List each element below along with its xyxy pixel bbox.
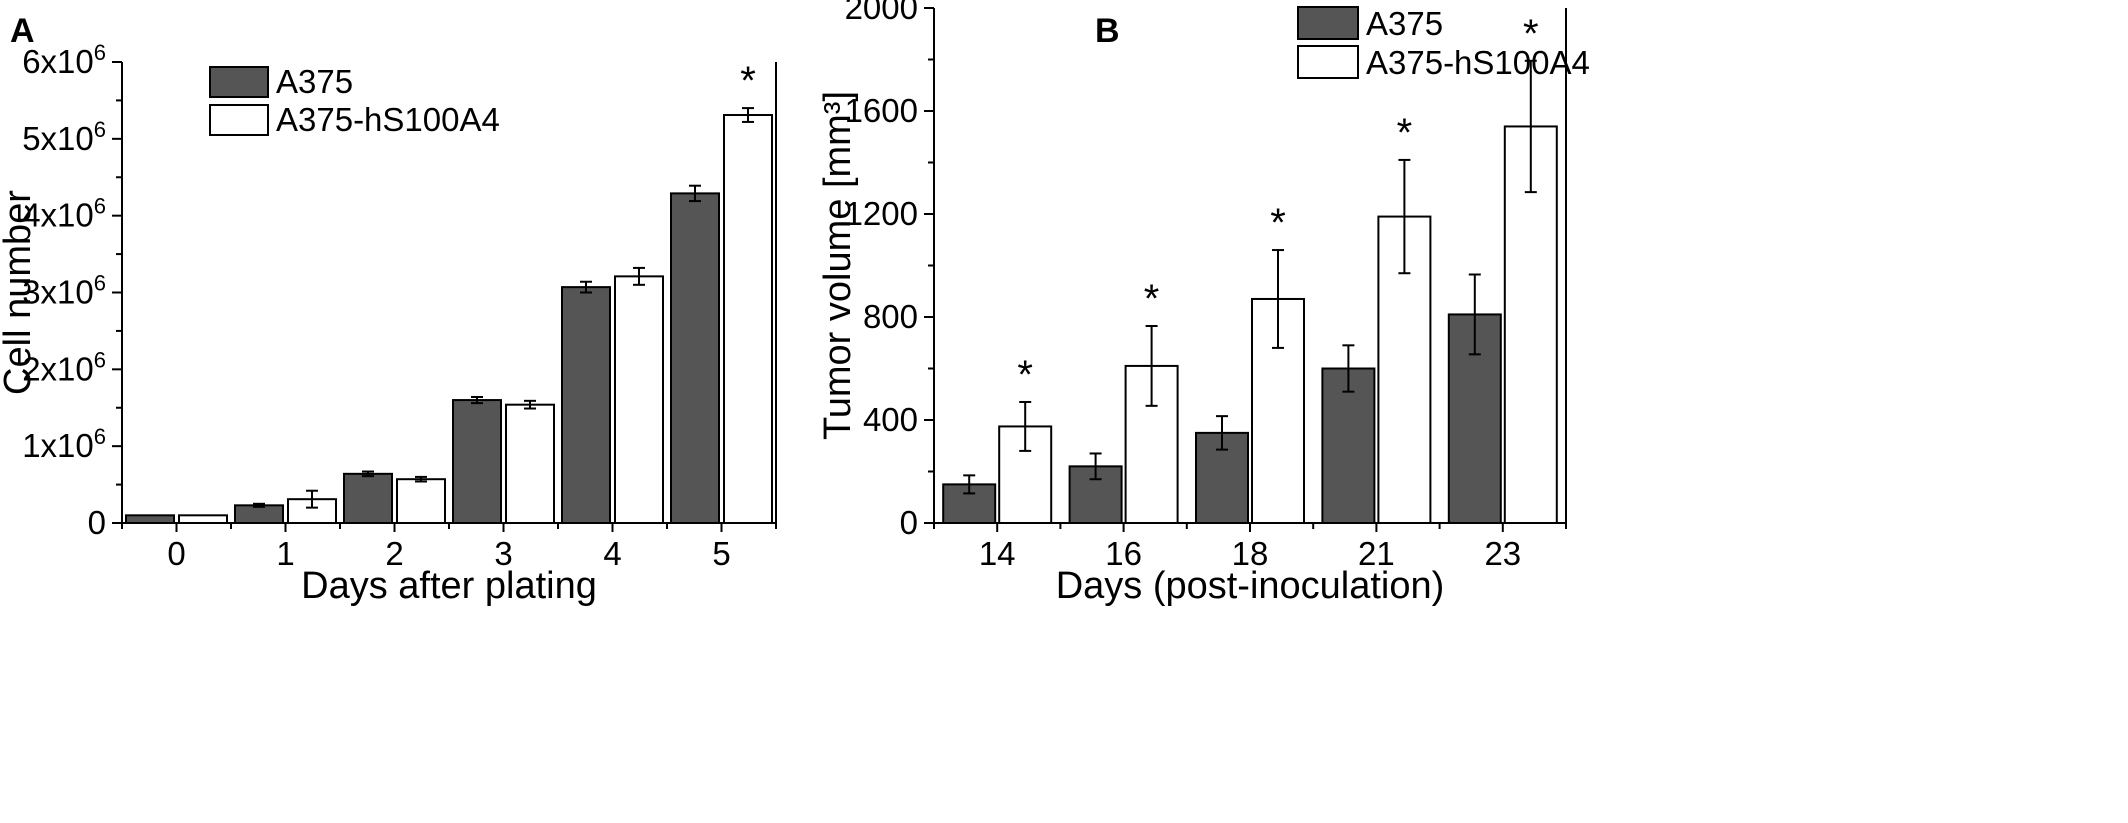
y-axis-title: Cell number (0, 190, 39, 395)
y-tick-label: 1600 (845, 92, 918, 129)
x-axis-title: Days (post-inoculation) (1056, 565, 1445, 607)
legend-label: A375-hS100A4 (276, 101, 500, 138)
y-tick-label-base: 0 (900, 504, 918, 541)
legend-label: A375-hS100A4 (1366, 44, 1590, 81)
x-tick-label: 14 (979, 535, 1016, 572)
y-tick-label-exponent: 6 (94, 194, 106, 219)
y-tick-label: 5x106 (22, 117, 106, 157)
bar-a375-hs100a4-5 (723, 114, 773, 524)
x-tick-label: 2 (385, 535, 403, 572)
y-tick-label: 4x106 (22, 194, 106, 234)
y-tick-label-base: 800 (863, 298, 918, 335)
panel-b-letter: B (1095, 12, 1120, 50)
significance-star: * (1144, 277, 1160, 321)
y-tick-label: 1200 (845, 195, 918, 232)
y-tick-label: 800 (863, 298, 918, 335)
legend-swatch-a375-hs100a4 (1297, 45, 1359, 79)
y-tick-label-exponent: 6 (94, 424, 106, 449)
legend-swatch-a375-hs100a4 (209, 104, 269, 136)
y-tick-label: 1x106 (22, 424, 106, 464)
y-tick-label-base: 5x10 (22, 120, 94, 157)
y-tick-label: 400 (863, 401, 918, 438)
x-tick-label: 23 (1484, 535, 1521, 572)
x-tick-label: 3 (494, 535, 512, 572)
bar-a375-5 (670, 192, 720, 524)
bar-a375-hs100a4-4 (614, 275, 664, 524)
y-tick-label-base: 0 (88, 504, 106, 541)
bar-a375-2 (343, 472, 393, 524)
y-axis-title: Tumor volume [mm³] (817, 91, 859, 440)
y-tick-label: 2x106 (22, 347, 106, 387)
x-tick-label: 5 (712, 535, 730, 572)
y-tick-label-base: 4x10 (22, 197, 94, 234)
bar-a375-21 (1321, 367, 1376, 524)
bar-a375-hs100a4-2 (396, 478, 446, 524)
significance-star: * (1523, 12, 1539, 56)
significance-star: * (1017, 353, 1033, 397)
bar-a375-0 (125, 514, 175, 524)
bar-a375-hs100a4-3 (505, 403, 555, 524)
legend-label: A375 (1366, 5, 1443, 42)
y-tick-label: 0 (88, 504, 106, 541)
y-tick-label-exponent: 6 (94, 117, 106, 142)
y-tick-label-exponent: 6 (94, 40, 106, 65)
x-tick-label: 4 (603, 535, 621, 572)
y-tick-label-base: 3x10 (22, 274, 94, 311)
x-axis-title: Days after plating (301, 565, 597, 607)
x-tick-label: 1 (276, 535, 294, 572)
y-tick-label-base: 2000 (845, 0, 918, 26)
y-tick-label-base: 1600 (845, 92, 918, 129)
y-tick-label: 3x106 (22, 271, 106, 311)
legend-swatch-a375 (1297, 6, 1359, 40)
y-tick-label-base: 400 (863, 401, 918, 438)
y-tick-label-base: 6x10 (22, 43, 94, 80)
x-tick-label: 16 (1105, 535, 1142, 572)
significance-star: * (740, 59, 756, 103)
panel-a-letter: A (10, 12, 35, 50)
y-tick-label: 2000 (845, 0, 918, 26)
bar-a375-4 (561, 286, 611, 524)
significance-star: * (1270, 201, 1286, 245)
bar-a375-hs100a4-0 (178, 514, 228, 524)
y-tick-label-exponent: 6 (94, 347, 106, 372)
y-tick-label: 6x106 (22, 40, 106, 80)
y-tick-label-base: 1200 (845, 195, 918, 232)
significance-star: * (1397, 111, 1413, 155)
y-tick-label-base: 2x10 (22, 350, 94, 387)
legend-swatch-a375 (209, 66, 269, 98)
y-tick-label-exponent: 6 (94, 271, 106, 296)
bar-a375-1 (234, 504, 284, 525)
chart-panel-b: 0 400 800 1200 1600 2000 14 16 18 21 23 * * * * * A375A3… (817, 0, 1590, 607)
x-tick-label: 18 (1232, 535, 1269, 572)
bar-a375-3 (452, 399, 502, 525)
x-tick-label: 0 (167, 535, 185, 572)
y-tick-label-base: 1x10 (22, 427, 94, 464)
y-tick-label: 0 (900, 504, 918, 541)
legend-label: A375 (276, 63, 353, 100)
x-tick-label: 21 (1358, 535, 1395, 572)
